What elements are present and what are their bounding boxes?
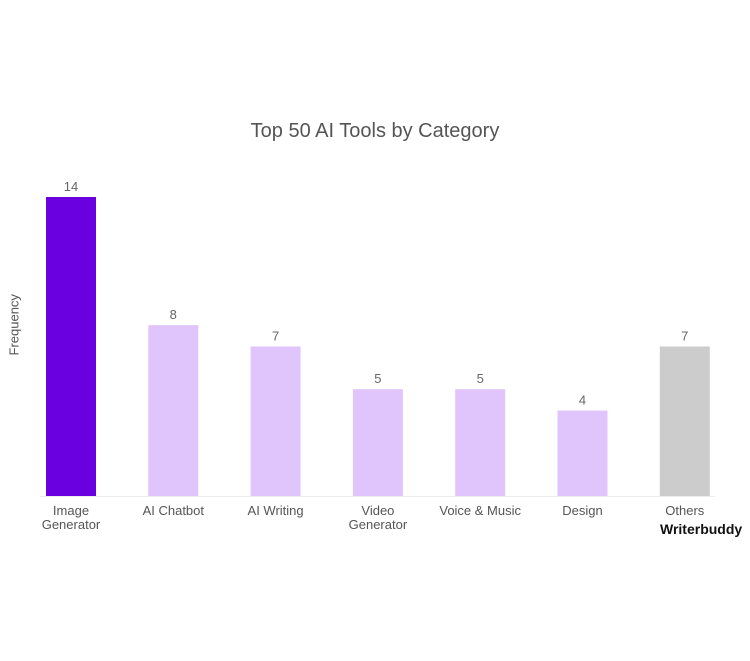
x-tick-label: AI Writing	[248, 503, 304, 518]
x-tick-label: Generator	[42, 517, 101, 532]
x-tick-label: Others	[665, 503, 705, 518]
data-label: 14	[64, 179, 78, 194]
bar	[250, 346, 301, 496]
x-tick-label: Generator	[349, 517, 408, 532]
bar	[557, 410, 608, 496]
bar	[148, 325, 199, 496]
data-label: 5	[477, 371, 484, 386]
data-label: 8	[170, 307, 177, 322]
x-tick-label: AI Chatbot	[143, 503, 205, 518]
bar	[46, 197, 96, 496]
x-tick-label: Image	[53, 503, 89, 518]
data-label: 7	[681, 329, 688, 344]
data-label: 5	[374, 371, 381, 386]
writerbuddy-logo: Writerbuddy	[660, 521, 743, 537]
data-label: 7	[272, 329, 279, 344]
x-tick-label: Voice & Music	[439, 503, 521, 518]
bar	[352, 389, 403, 496]
data-label: 4	[579, 393, 586, 408]
bar	[455, 389, 506, 496]
chart-title: Top 50 AI Tools by Category	[250, 120, 500, 142]
x-tick-label: Video	[361, 503, 394, 518]
bar	[659, 346, 710, 496]
x-tick-label: Design	[562, 503, 602, 518]
